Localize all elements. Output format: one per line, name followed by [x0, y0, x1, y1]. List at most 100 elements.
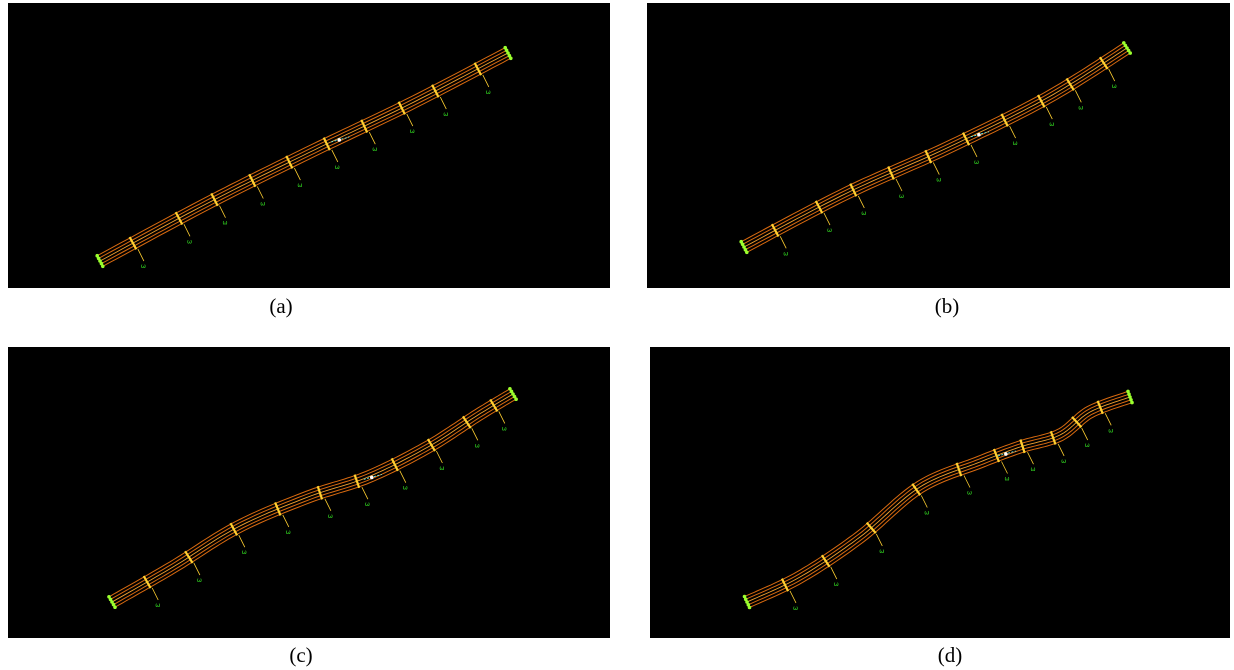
- crossbeam: [426, 438, 436, 452]
- pier-column: [920, 495, 928, 508]
- pier-column: [857, 195, 865, 209]
- girder-line: [742, 45, 1126, 245]
- pier-support-symbol: ω: [861, 210, 866, 217]
- crossbeam: [1071, 416, 1083, 429]
- caption-c: (c): [289, 643, 313, 667]
- crossbeam: [770, 223, 780, 238]
- pier-column: [1027, 452, 1034, 465]
- girder-line: [740, 42, 1125, 243]
- pier-column: [183, 224, 191, 237]
- pier-support-symbol: ω: [879, 548, 884, 555]
- pier-column: [895, 178, 903, 192]
- pier-support-symbol: ω: [899, 193, 904, 200]
- crossbeam: [316, 485, 324, 500]
- pier-support-symbol: ω: [286, 529, 291, 536]
- pier-support-symbol: ω: [1112, 83, 1117, 90]
- pier-column: [875, 533, 883, 547]
- pier-support-symbol: ω: [1031, 466, 1036, 473]
- pier-column: [1057, 443, 1065, 457]
- pier-column: [482, 74, 490, 88]
- pier-column: [151, 587, 159, 601]
- crossbeam: [1000, 113, 1009, 127]
- pier-support-symbol: ω: [827, 227, 832, 234]
- pier-column: [324, 498, 332, 511]
- pier-support-symbol: ω: [141, 263, 146, 270]
- pier-column: [256, 186, 264, 199]
- pier-support-symbol: ω: [335, 164, 340, 171]
- crossbeam: [1098, 56, 1109, 70]
- pier-support-symbol: ω: [1108, 427, 1113, 434]
- girder-line: [102, 57, 512, 267]
- pier-column: [830, 566, 838, 580]
- pier-support-symbol: ω: [187, 238, 192, 245]
- crossbeam: [397, 101, 406, 115]
- girder-line: [748, 399, 1132, 606]
- pier-support-symbol: ω: [1061, 458, 1066, 465]
- pier-support-symbol: ω: [372, 146, 377, 153]
- pier-column: [439, 96, 447, 110]
- panel-d: ω ω ω ω ω ω ω ω ω ω: [650, 347, 1230, 638]
- crossbeam: [184, 550, 194, 564]
- crossbeam: [1049, 430, 1057, 445]
- pier-support-symbol: ω: [1078, 104, 1083, 111]
- pier-support-symbol: ω: [403, 485, 408, 492]
- crossbeam: [1037, 94, 1046, 108]
- pier-column: [238, 535, 246, 548]
- crossbeam: [360, 119, 369, 133]
- crossbeam: [780, 578, 790, 592]
- crossbeam: [431, 84, 440, 98]
- pier-column: [779, 236, 787, 249]
- crossbeam: [489, 398, 499, 412]
- pier-column: [789, 590, 797, 604]
- crossbeam: [274, 501, 282, 516]
- end-support: [1122, 41, 1132, 55]
- crossbeam: [1065, 77, 1075, 91]
- crossbeam: [229, 522, 239, 536]
- load-marker-line: [970, 131, 990, 138]
- crossbeam: [911, 483, 922, 496]
- bridge-model-b: ω ω ω ω ω ω ω ω ω ω: [739, 41, 1132, 257]
- crossbeam: [1019, 439, 1026, 454]
- pier-support-symbol: ω: [974, 159, 979, 166]
- pier-column: [932, 162, 940, 175]
- load-marker-line: [363, 474, 382, 480]
- pier-column: [399, 470, 407, 483]
- caption-b: (b): [934, 294, 960, 318]
- pier-column: [1081, 427, 1089, 441]
- pier-support-symbol: ω: [793, 605, 798, 612]
- pier-column: [282, 514, 290, 528]
- girder-line: [96, 47, 506, 257]
- load-marker-point: [369, 475, 374, 480]
- crossbeam: [128, 236, 138, 250]
- girder-line: [113, 396, 515, 606]
- pier-support-symbol: ω: [783, 250, 788, 257]
- girder-line: [108, 388, 511, 598]
- end-support: [504, 46, 512, 60]
- pier-support-symbol: ω: [1085, 442, 1090, 449]
- crossbeam: [390, 457, 399, 472]
- crossbeam: [210, 192, 219, 207]
- panel-c: ω ω ω ω ω ω ω ω ω ω: [8, 347, 610, 638]
- crossbeam: [1096, 400, 1104, 415]
- panel-b: ω ω ω ω ω ω ω ω ω ω: [647, 3, 1230, 288]
- pier-support-symbol: ω: [260, 201, 265, 208]
- pier-column: [970, 144, 978, 158]
- girder-line: [744, 390, 1129, 597]
- pier-column: [1045, 106, 1053, 120]
- crossbeam: [461, 415, 472, 429]
- crossbeam: [924, 149, 933, 164]
- pier-column: [1074, 90, 1082, 103]
- pier-column: [436, 450, 443, 464]
- girder-line: [745, 393, 1130, 600]
- pier-column: [193, 562, 201, 576]
- pier-column: [219, 205, 226, 218]
- end-support: [1126, 390, 1134, 404]
- load-marker-point: [1004, 452, 1008, 456]
- pier-column: [1009, 125, 1016, 139]
- pier-column: [294, 167, 301, 181]
- crossbeam: [887, 166, 895, 180]
- girder-line: [746, 52, 1131, 253]
- pier-support-symbol: ω: [1005, 476, 1010, 483]
- crossbeam: [473, 62, 483, 76]
- crossbeam: [820, 554, 831, 568]
